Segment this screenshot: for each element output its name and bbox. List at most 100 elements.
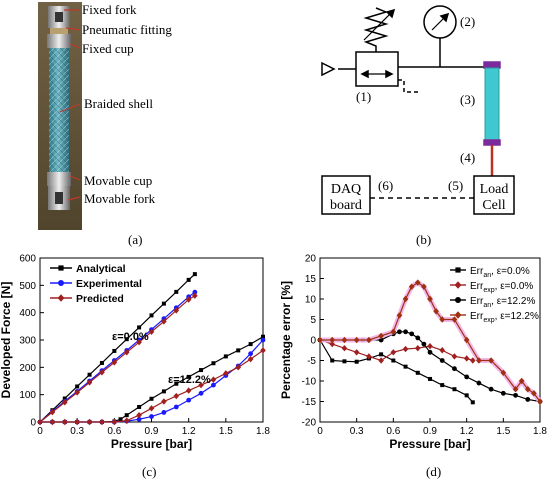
- data-point: [354, 359, 359, 364]
- data-point-predicted: [74, 418, 80, 426]
- data-point: [390, 328, 397, 335]
- load-label-2: Cell: [482, 198, 505, 213]
- daq-board-box: [321, 175, 371, 215]
- data-point: [513, 392, 518, 398]
- data-point: [476, 357, 482, 364]
- data-point-experimental: [149, 414, 154, 419]
- data-point-predicted: [210, 376, 217, 383]
- data-point: [464, 393, 469, 398]
- data-point: [403, 329, 408, 335]
- legend-label: Analytical: [76, 263, 126, 275]
- data-point-predicted: [86, 379, 93, 386]
- data-point: [403, 364, 408, 369]
- data-point-predicted: [148, 328, 155, 335]
- data-point-experimental: [173, 404, 179, 410]
- data-point-analytical: [124, 413, 129, 418]
- data-point: [463, 336, 470, 344]
- x-tick-label: 1.2: [460, 426, 474, 437]
- x-tick-label: 0.9: [423, 426, 437, 437]
- daq-label-2: board: [330, 198, 362, 213]
- data-point-analytical: [174, 289, 179, 294]
- legend-tail: , ε=12.2%: [491, 296, 535, 307]
- series-line: [319, 339, 474, 403]
- data-point: [317, 336, 323, 344]
- label-n6: (6): [378, 178, 393, 193]
- photo-annotations: [59, 9, 81, 201]
- y-tick-label: -10: [302, 377, 317, 388]
- data-point-predicted: [185, 296, 192, 303]
- data-point: [391, 358, 396, 363]
- data-point: [452, 387, 457, 392]
- data-point: [531, 390, 537, 397]
- data-point: [470, 400, 475, 405]
- legend-main: Err: [470, 266, 484, 277]
- label-fixed-cup: Fixed cup: [82, 41, 134, 56]
- data-point: [451, 316, 458, 323]
- y-tick-label: 20: [305, 254, 317, 265]
- legend-main: Err: [470, 281, 484, 292]
- label-n3: (3): [460, 92, 475, 107]
- legend-tail: , ε=0.0%: [495, 281, 534, 292]
- data-point-predicted: [173, 392, 180, 400]
- data-point-analytical: [87, 372, 92, 377]
- legend-tail: , ε=12.2%: [495, 311, 539, 322]
- data-point-analytical: [174, 381, 179, 386]
- data-point-analytical: [161, 389, 166, 394]
- data-point-analytical: [261, 334, 265, 339]
- data-point: [390, 349, 397, 356]
- data-point-predicted: [161, 398, 167, 405]
- data-point-analytical: [149, 396, 154, 401]
- legend-marker: [57, 294, 65, 302]
- data-point: [414, 279, 421, 286]
- data-point: [415, 370, 420, 375]
- data-point-experimental: [211, 382, 216, 388]
- data-point: [433, 308, 439, 315]
- annotation-eps-0: ε=0.0%: [112, 331, 149, 343]
- data-point-predicted: [111, 359, 118, 366]
- legend-sub: exp: [483, 287, 494, 294]
- data-point-predicted: [198, 381, 204, 389]
- manometer-icon: [423, 5, 457, 39]
- data-point-analytical: [186, 277, 191, 282]
- legend-label: Erran, ε=12.2%: [470, 296, 535, 309]
- panel-b-schematic: [321, 5, 515, 215]
- data-point: [353, 349, 360, 356]
- muscle-bottom-cap: [483, 139, 501, 146]
- data-point: [463, 355, 470, 362]
- data-point: [409, 331, 415, 337]
- data-point-analytical: [248, 342, 253, 347]
- data-point-predicted: [173, 307, 180, 314]
- data-point: [378, 357, 384, 364]
- series-line-experimental: [39, 291, 196, 423]
- data-point: [414, 345, 421, 352]
- data-point-experimental: [198, 390, 204, 396]
- data-point: [524, 386, 531, 393]
- data-point: [452, 366, 457, 372]
- data-point-analytical: [118, 417, 123, 422]
- data-point-analytical: [186, 374, 191, 379]
- legend-label: Errexp, ε=12.2%: [470, 311, 539, 324]
- data-point-predicted: [37, 418, 43, 426]
- legend-marker: [454, 281, 462, 289]
- data-point-predicted: [49, 418, 56, 426]
- data-point: [397, 329, 402, 335]
- x-tick-label: 1.8: [533, 426, 547, 437]
- data-point-predicted: [74, 389, 80, 396]
- y-axis-label: Percentage error [%]: [279, 281, 293, 399]
- label-n1: (1): [356, 89, 371, 104]
- load-label-1: Load: [480, 182, 509, 197]
- schematic-labels: (1) (2) (3) (4) (5) (6) DAQ board Load C…: [330, 14, 508, 247]
- data-point-predicted: [123, 349, 130, 356]
- data-point-predicted: [161, 318, 167, 325]
- data-point: [329, 336, 336, 344]
- data-point: [537, 398, 543, 405]
- data-point: [440, 383, 445, 388]
- data-point-predicted: [247, 355, 254, 363]
- data-point-predicted: [99, 418, 105, 426]
- panel-label-c: (c): [142, 464, 156, 479]
- x-axis-label: Pressure [bar]: [389, 437, 470, 451]
- data-point-predicted: [148, 405, 155, 412]
- data-point-predicted: [223, 370, 229, 377]
- legend-main: Err: [470, 296, 484, 307]
